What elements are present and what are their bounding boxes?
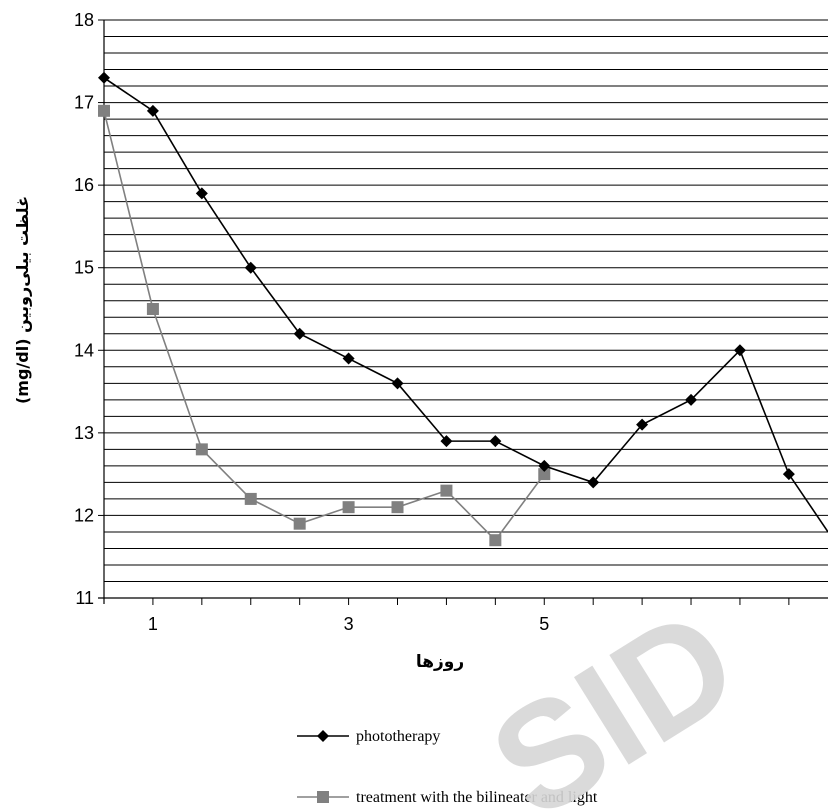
legend-label: treatment with the bilineater and light	[356, 789, 598, 806]
data-point-diamond	[244, 261, 257, 274]
data-point-square	[244, 492, 257, 505]
data-point-diamond	[440, 435, 453, 448]
data-point-square	[146, 303, 159, 315]
grid-lines	[104, 36, 828, 582]
data-point-diamond	[782, 468, 795, 481]
data-point-square	[391, 501, 404, 514]
y-tick-label: 13	[74, 423, 94, 443]
x-tick-labels: 1 3 5	[148, 614, 549, 634]
y-tick-label: 17	[74, 93, 94, 113]
data-point-square	[317, 791, 329, 803]
y-tick-labels: 11 12 13 14 15 16 17 18	[74, 10, 94, 608]
legend-label: phototherapy	[356, 728, 440, 745]
y-tick-label: 16	[74, 175, 94, 195]
y-tick-label: 14	[74, 340, 94, 360]
y-tick-label: 12	[74, 505, 94, 525]
y-axis-label: غلظت بیلی‌روبین (mg/dl)	[13, 196, 32, 404]
legend: phototherapy treatment with the bilineate…	[297, 728, 598, 806]
data-point-diamond	[146, 104, 159, 117]
data-point-square	[489, 534, 502, 547]
data-point-diamond	[391, 377, 404, 390]
data-point-diamond	[489, 435, 502, 448]
y-tick-label: 15	[74, 258, 94, 278]
data-point-diamond	[293, 327, 306, 340]
data-point-square	[293, 517, 306, 530]
x-tick-label: 3	[344, 614, 354, 634]
data-point-diamond	[98, 71, 110, 84]
data-point-square	[538, 468, 551, 481]
data-point-diamond	[342, 352, 355, 365]
y-tick-label: 18	[74, 10, 94, 30]
data-point-square	[195, 443, 208, 456]
data-point-square	[98, 104, 110, 117]
legend-item: phototherapy	[297, 728, 440, 745]
data-point-diamond	[587, 476, 600, 489]
series-group	[98, 71, 828, 547]
x-tick-label: 1	[148, 614, 158, 634]
data-point-diamond	[538, 459, 551, 472]
series-line	[103, 110, 545, 542]
data-point-diamond	[685, 393, 698, 406]
x-axis-label: روزها	[416, 652, 464, 672]
series-line	[103, 77, 828, 533]
watermark-text: SID	[463, 575, 764, 812]
series-square	[98, 104, 551, 547]
data-point-diamond	[317, 730, 329, 742]
data-point-square	[342, 501, 355, 514]
axes	[98, 19, 828, 605]
x-tick-label: 5	[539, 614, 549, 634]
y-tick-label: 11	[75, 588, 94, 608]
data-point-diamond	[195, 187, 208, 200]
data-point-diamond	[733, 344, 746, 357]
legend-item: treatment with the bilineater and light	[297, 789, 598, 806]
data-point-diamond	[636, 418, 649, 431]
data-point-square	[440, 484, 453, 497]
series-diamond	[98, 71, 828, 533]
